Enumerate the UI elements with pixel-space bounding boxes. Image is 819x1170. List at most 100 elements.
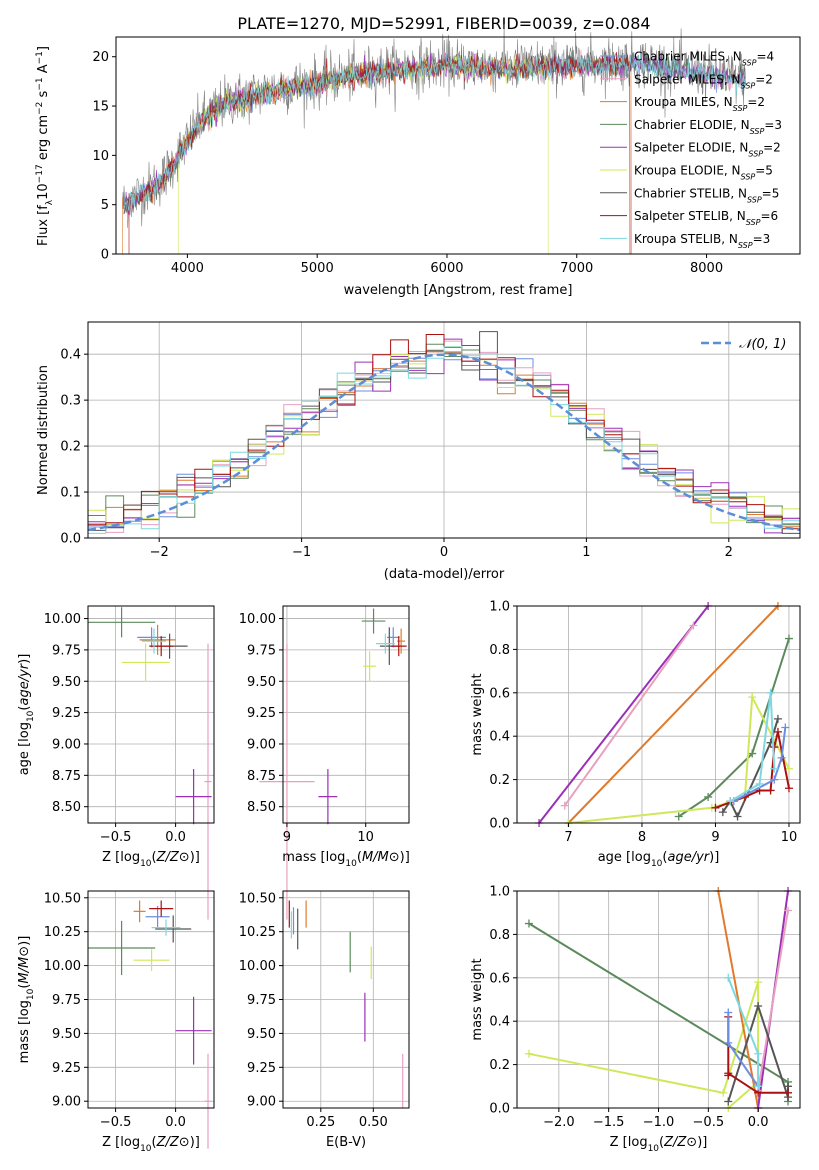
y-tick-label: 1.0 <box>489 600 510 615</box>
weight-point-kroupa_elodie <box>524 1049 533 1058</box>
label-part: log <box>631 850 651 865</box>
y-axis-label: mass weight <box>470 958 485 1040</box>
x-tick-label: −2.0 <box>543 1115 575 1130</box>
weight-point-chabrier_stelib <box>724 1097 733 1106</box>
weight-point-kroupa_elodie <box>748 693 757 702</box>
y-tick-label: 10.00 <box>44 612 81 627</box>
y-axis-label: mass [log10(M/M⊙)] <box>17 936 36 1064</box>
legend-tail: =6 <box>760 209 778 223</box>
legend-tail: =3 <box>753 232 771 246</box>
legend-tail: =2 <box>747 95 765 109</box>
x-tick-label: 5000 <box>301 261 334 276</box>
label-part: ) <box>400 850 405 865</box>
plot-area-age_vs_mass <box>259 608 407 920</box>
legend-text: Kroupa MILES, N <box>634 95 733 109</box>
y-tick-label: 9.25 <box>52 1061 81 1076</box>
y-tick-label: 0.8 <box>489 643 510 658</box>
legend-marker <box>609 52 618 60</box>
label-part: −1 <box>35 51 45 64</box>
weight-point-salpeter_stelib <box>784 784 793 793</box>
x-tick-label: 10 <box>781 830 798 845</box>
label-part: 10 <box>26 710 36 722</box>
weight-point-chabrier_miles <box>724 1038 733 1047</box>
label-part: ( <box>17 984 32 989</box>
y-tick-label: 0 <box>101 248 109 263</box>
y-tick-label: 10.00 <box>239 959 276 974</box>
weight-point-chabrier_elodie <box>674 812 683 821</box>
label-part: Z/Z⊙ <box>663 1135 697 1150</box>
weight-point-chabrier_miles <box>777 753 786 762</box>
label-part: mass [ <box>282 850 325 865</box>
label-part: Z [ <box>610 1135 628 1150</box>
label-part: M/M⊙ <box>362 850 400 865</box>
y-tick-label: 9.75 <box>52 993 81 1008</box>
legend-tail: =2 <box>763 141 781 155</box>
plot-area-spectrum <box>122 24 746 255</box>
label-part: log <box>17 722 32 742</box>
x-tick-label: 8 <box>638 830 646 845</box>
legend-label-gaussian: 𝒩(0, 1) <box>739 337 786 352</box>
plot-area-mass_vs_Z <box>88 900 212 1149</box>
panel-residuals: 𝒩(0, 1) −2 −1 0 1 2 0.0 0.1 0.2 0.3 0.4 (data-model… <box>36 321 801 582</box>
legend-tail: =5 <box>762 186 780 200</box>
y-tick-label: 9.00 <box>247 737 276 752</box>
x-tick-label: 0.0 <box>165 830 186 845</box>
weight-point-chabrier_stelib <box>754 1002 763 1011</box>
label-part: age/yr <box>667 850 710 865</box>
legend-text: Chabrier ELODIE, N <box>634 118 750 132</box>
x-tick-label: 2 <box>725 545 733 560</box>
legend-text: Salpeter MILES, N <box>634 72 741 86</box>
weight-point-chabrier_stelib <box>773 714 782 723</box>
weight-point-salpeter_miles <box>689 621 698 630</box>
legend-label-chabrier_miles: Chabrier MILES, NSSP=4 <box>634 50 774 68</box>
x-tick-label: 0 <box>440 545 448 560</box>
legend-tail: =4 <box>756 50 774 64</box>
y-tick-label: 9.50 <box>247 1027 276 1042</box>
label-part: ( <box>662 850 667 865</box>
legend-text: Kroupa ELODIE, N <box>634 164 741 178</box>
weight-point-chabrier_miles <box>781 723 790 732</box>
y-tick-label: 0.4 <box>489 1015 510 1030</box>
x-tick-label: −0.5 <box>693 1115 725 1130</box>
legend-sub: SSP <box>742 58 757 67</box>
label-part: Z/Z⊙ <box>156 1135 190 1150</box>
label-part: ] <box>17 936 32 941</box>
y-tick-label: 0.3 <box>60 394 81 409</box>
model-spectrum-line-salpeter_stelib <box>128 51 631 255</box>
weight-point-salpeter_miles <box>560 801 569 810</box>
x-tick-label: 0.50 <box>359 1115 388 1130</box>
y-tick-label: 10.50 <box>44 891 81 906</box>
y-axis-label: age [log10(age/yr)] <box>17 654 36 776</box>
weight-point-chabrier_miles <box>770 775 779 784</box>
label-part: mass [ <box>17 1020 32 1063</box>
label-part: log <box>628 1135 648 1150</box>
weight-point-chabrier_elodie <box>748 749 757 758</box>
x-tick-label: 0.0 <box>748 1115 769 1130</box>
label-part: erg cm <box>36 115 51 164</box>
legend-sub: SSP <box>741 81 756 90</box>
label-part: 10 <box>651 859 663 869</box>
y-tick-label: 9.25 <box>247 1061 276 1076</box>
weight-line-kroupa_miles <box>567 605 779 824</box>
x-tick-label: −0.5 <box>100 830 132 845</box>
legend-sub: SSP <box>746 218 761 227</box>
x-axis-label: age [log10(age/yr)] <box>598 850 720 869</box>
label-part: age/yr <box>17 662 32 705</box>
y-tick-label: 9.00 <box>247 1095 276 1110</box>
x-tick-label: 10 <box>357 830 374 845</box>
plot-area-weight_vs_age <box>535 602 793 827</box>
figure-title: PLATE=1270, MJD=52991, FIBERID=0039, z=0… <box>237 14 650 33</box>
plot-area-residuals <box>87 331 801 538</box>
x-tick-label: 4000 <box>171 261 204 276</box>
panel-mass_vs_EBV: 0.25 0.50 9.00 9.25 9.50 9.75 10.00 10.25 10.50 E… <box>239 890 410 1150</box>
label-part: age [ <box>598 850 631 865</box>
y-tick-label: 0.2 <box>60 440 81 455</box>
weight-line-salpeter_miles <box>757 910 789 1091</box>
label-part: ) <box>709 850 714 865</box>
model-spectrum-line-kroupa_stelib <box>123 52 746 211</box>
label-part: ( <box>357 850 362 865</box>
y-tick-label: 9.75 <box>247 993 276 1008</box>
y-tick-label: 9.00 <box>52 1095 81 1110</box>
legend-text: Salpeter STELIB, N <box>634 209 746 223</box>
